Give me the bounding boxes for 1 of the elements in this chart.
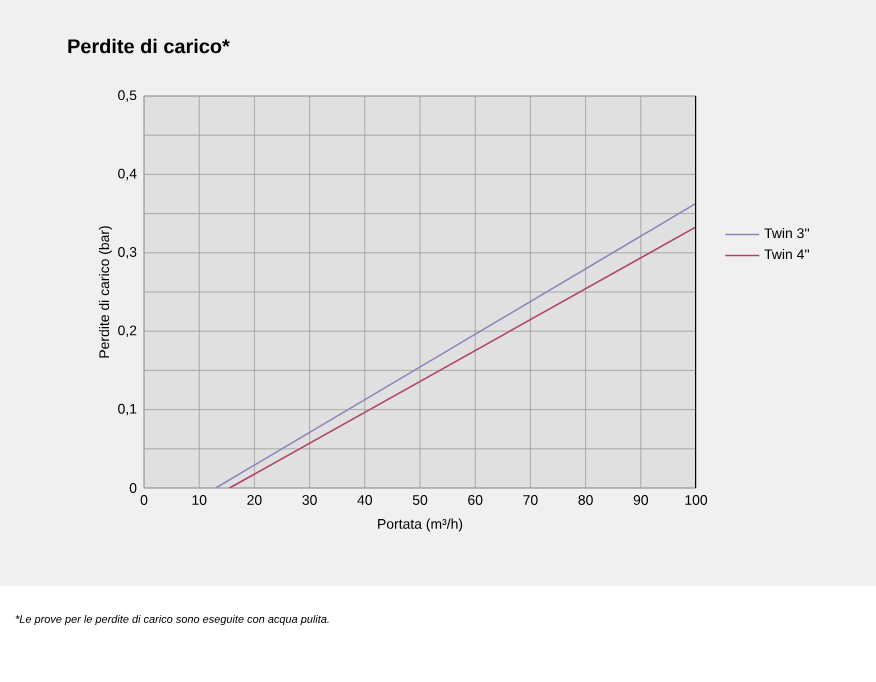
chart-title: Perdite di carico* [68,38,230,54]
